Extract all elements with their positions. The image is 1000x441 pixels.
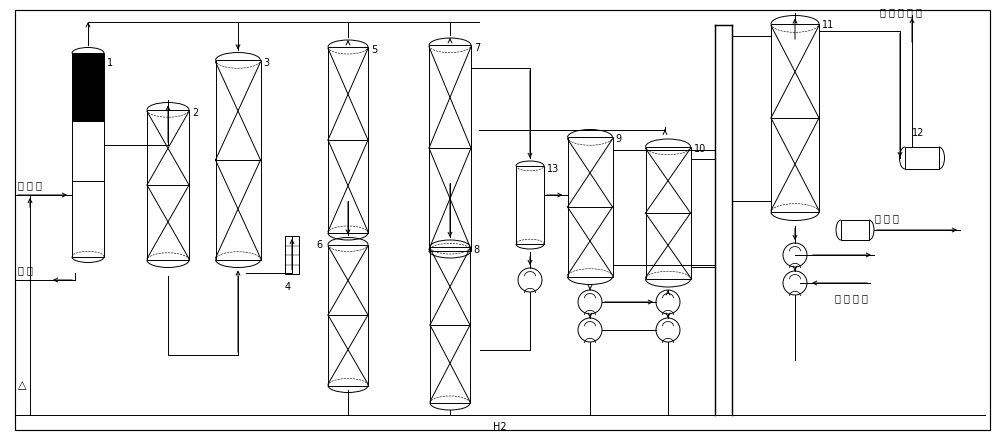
Text: 锅 炉 给 水: 锅 炉 给 水 [835, 293, 868, 303]
Bar [771, 24, 819, 212]
Bar [147, 110, 189, 260]
Text: 天 然 气 产 品: 天 然 气 产 品 [880, 7, 922, 17]
Bar [72, 53, 104, 257]
Text: 1: 1 [107, 57, 113, 67]
Text: 13: 13 [547, 164, 559, 174]
Bar [568, 138, 612, 277]
Text: 6: 6 [316, 240, 322, 250]
Text: 4: 4 [285, 282, 291, 292]
Text: 10: 10 [694, 144, 706, 154]
Text: 2: 2 [192, 108, 198, 117]
Bar [429, 45, 471, 250]
Text: 11: 11 [822, 20, 834, 30]
Text: △: △ [18, 380, 26, 390]
Bar [285, 236, 299, 274]
Bar [328, 244, 368, 385]
Text: 焦 炉 气: 焦 炉 气 [18, 180, 42, 190]
Bar [72, 53, 104, 122]
Bar [841, 220, 869, 240]
Text: 3: 3 [264, 57, 270, 67]
Bar [516, 166, 544, 244]
Bar [216, 60, 260, 260]
Text: 8: 8 [473, 245, 479, 255]
Text: 9: 9 [616, 135, 622, 145]
Text: 12: 12 [912, 128, 924, 138]
Bar [646, 147, 690, 279]
Text: 油 污: 油 污 [18, 265, 33, 275]
Text: H2: H2 [493, 422, 507, 432]
Bar [328, 47, 368, 233]
Text: 7: 7 [474, 43, 480, 53]
Bar [430, 247, 470, 403]
Text: 5: 5 [371, 45, 377, 55]
Text: 冷 凝 水: 冷 凝 水 [875, 213, 899, 223]
Bar [905, 147, 939, 169]
